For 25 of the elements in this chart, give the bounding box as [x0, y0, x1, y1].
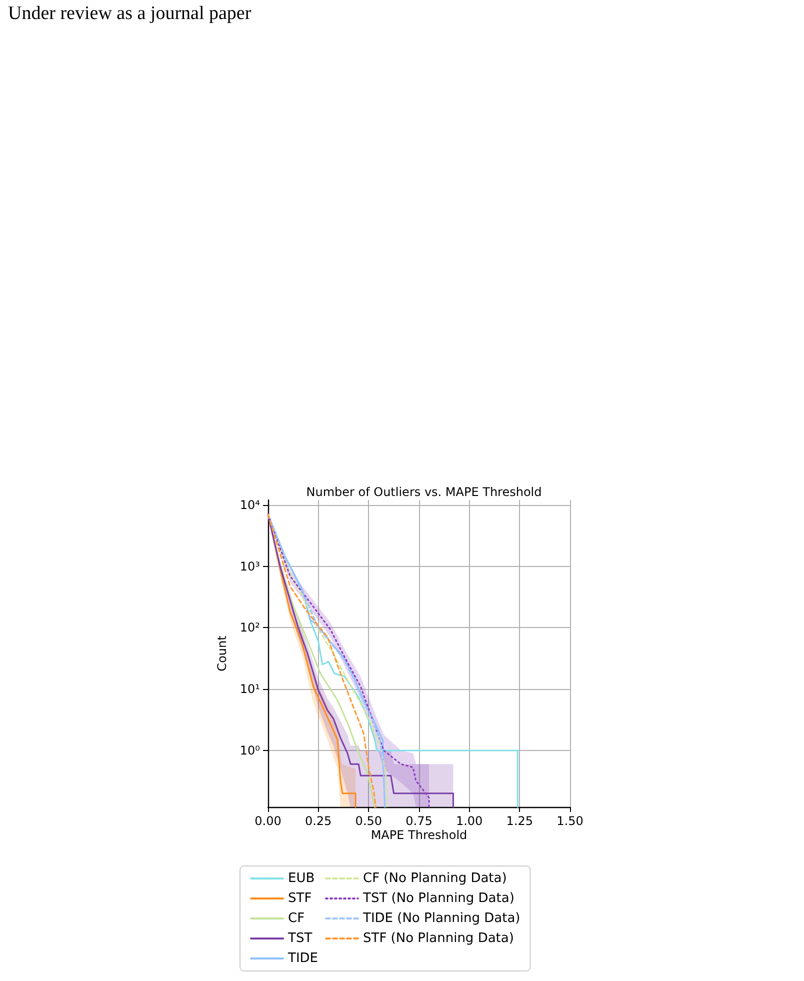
x-tick-label: 0.75 — [406, 814, 432, 828]
y-tick-label: 10⁴ — [240, 498, 260, 512]
legend-label: CF — [288, 911, 305, 926]
x-tick-label: 0.00 — [254, 814, 282, 828]
y-tick-label: 10¹ — [240, 682, 260, 696]
legend-label: TIDE (No Planning Data) — [362, 911, 520, 926]
x-tick-label: 0.25 — [304, 814, 332, 828]
legend-label: TST (No Planning Data) — [362, 891, 514, 906]
legend-label: STF (No Planning Data) — [363, 931, 514, 946]
x-tick-label: 1.50 — [556, 814, 584, 828]
y-axis-title: Count — [215, 635, 229, 672]
legend-label: STF — [288, 891, 312, 906]
x-axis-title: MAPE Threshold — [370, 828, 468, 842]
text: Under review as a journal paper — [8, 3, 252, 24]
x-tick-label: 0.50 — [355, 814, 382, 828]
y-tick-label: 10⁰ — [240, 743, 260, 758]
x-tick-label: 1.00 — [456, 814, 483, 828]
legend-label: CF (No Planning Data) — [363, 871, 507, 886]
y-tick-label: 10² — [240, 620, 260, 635]
x-tick-label: 1.25 — [506, 814, 534, 828]
legend-label: TST — [287, 931, 312, 946]
legend-label: TIDE — [287, 951, 318, 966]
chart-title: Number of Outliers vs. MAPE Threshold — [306, 485, 542, 499]
y-tick-label: 10³ — [240, 559, 260, 574]
legend-label: EUB — [288, 871, 315, 886]
